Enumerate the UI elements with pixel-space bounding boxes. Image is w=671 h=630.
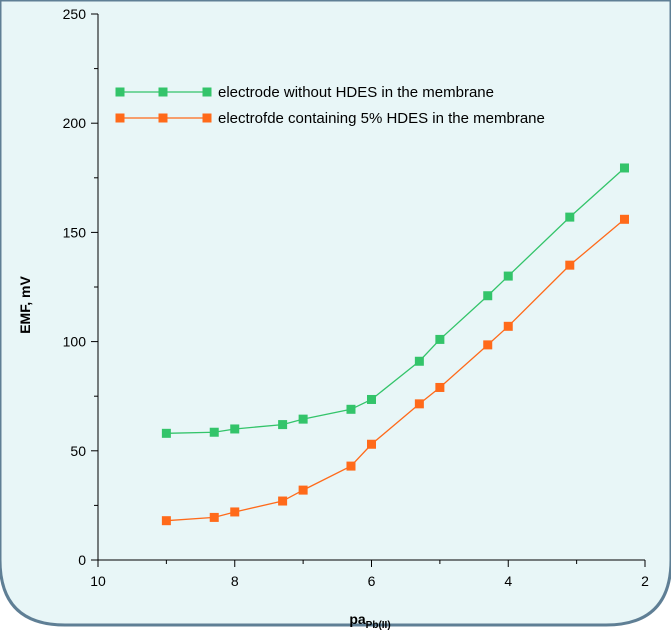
data-point (209, 427, 219, 437)
data-point (483, 340, 493, 350)
y-axis-title: EMF, mV (17, 276, 33, 334)
data-point (161, 516, 171, 526)
data-point (565, 212, 575, 222)
y-tick-label: 50 (70, 443, 86, 459)
data-point (503, 321, 513, 331)
data-point (367, 439, 376, 449)
data-point (161, 428, 171, 438)
legend-marker (115, 87, 125, 97)
data-point (278, 496, 288, 506)
data-point (278, 420, 288, 430)
legend-marker (158, 87, 168, 97)
legend: electrode without HDES in the membrane el… (115, 84, 545, 127)
x-tick-label: 8 (231, 573, 239, 589)
legend-item-2: electrofde containing 5% HDES in the mem… (115, 110, 545, 127)
legend-label: electrode without HDES in the membrane (218, 84, 494, 101)
x-axis-ticks: 10 8 6 4 2 (90, 560, 649, 589)
x-tick-label: 2 (641, 573, 649, 589)
data-point (619, 214, 629, 224)
legend-label: electrofde containing 5% HDES in the mem… (218, 110, 545, 127)
legend-marker (202, 113, 212, 123)
legend-marker (202, 87, 212, 97)
data-point (346, 404, 356, 414)
data-point (298, 485, 308, 495)
y-tick-label: 100 (63, 334, 87, 350)
y-tick-label: 150 (63, 224, 87, 240)
legend-marker (115, 113, 125, 123)
data-point (230, 424, 240, 434)
x-axis-title: paPb(II) (349, 611, 390, 630)
y-tick-label: 200 (63, 115, 87, 131)
data-point (483, 291, 493, 301)
y-tick-label: 0 (78, 552, 86, 568)
data-point (414, 356, 424, 366)
data-point (346, 461, 356, 471)
data-point (414, 399, 424, 409)
x-tick-label: 10 (90, 573, 106, 589)
data-point (619, 163, 629, 173)
data-point (367, 394, 376, 404)
series-1 (161, 163, 629, 438)
y-axis-ticks: 0 50 100 150 200 250 (63, 6, 98, 568)
data-point (230, 507, 240, 517)
series-layer (161, 163, 629, 526)
data-point (209, 512, 219, 522)
x-tick-label: 4 (504, 573, 512, 589)
x-axis-title-main: pa (349, 611, 366, 627)
data-point (565, 260, 575, 270)
x-tick-label: 6 (368, 573, 376, 589)
legend-marker (158, 113, 168, 123)
legend-item-1: electrode without HDES in the membrane (115, 84, 494, 101)
x-axis-title-subscript: Pb(II) (366, 620, 391, 630)
data-point (298, 414, 308, 424)
data-point (503, 271, 513, 281)
data-point (435, 382, 445, 392)
y-tick-label: 250 (63, 6, 87, 22)
data-point (435, 334, 445, 344)
series-2 (161, 214, 629, 526)
